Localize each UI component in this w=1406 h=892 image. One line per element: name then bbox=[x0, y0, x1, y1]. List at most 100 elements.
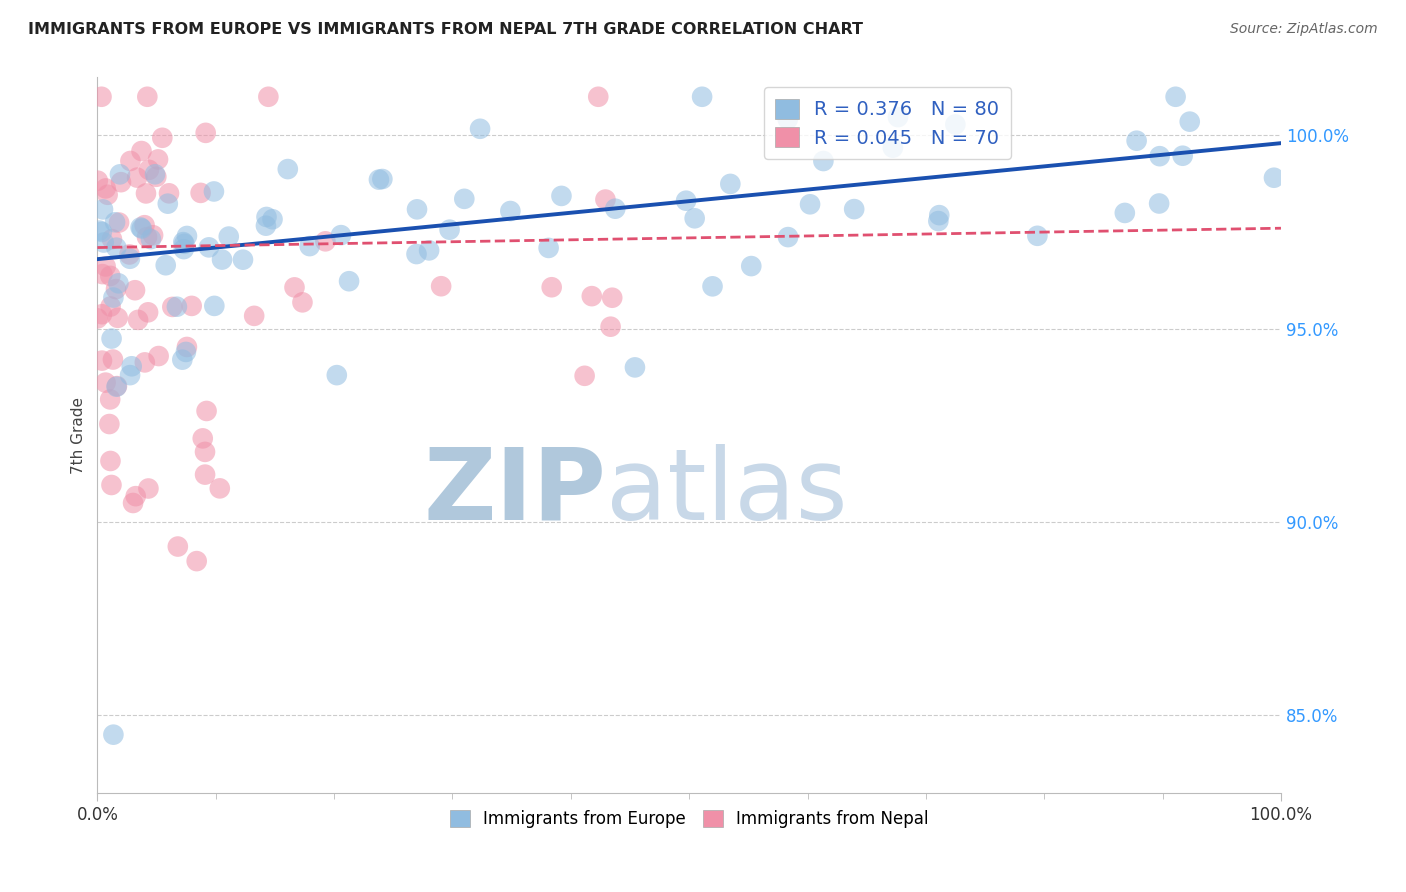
Point bbox=[326, 368, 349, 383]
Point bbox=[813, 154, 835, 169]
Point bbox=[118, 247, 141, 261]
Point bbox=[1149, 149, 1171, 163]
Point bbox=[581, 289, 603, 303]
Point bbox=[91, 353, 114, 368]
Point bbox=[91, 202, 114, 217]
Point bbox=[418, 244, 440, 258]
Point bbox=[439, 222, 461, 236]
Point bbox=[202, 299, 225, 313]
Point bbox=[337, 274, 360, 288]
Point bbox=[776, 112, 799, 127]
Point bbox=[194, 126, 217, 140]
Point bbox=[136, 89, 159, 103]
Point bbox=[243, 309, 266, 323]
Point bbox=[122, 496, 145, 510]
Point bbox=[129, 220, 152, 235]
Point bbox=[94, 260, 117, 274]
Point bbox=[90, 89, 112, 103]
Point bbox=[93, 235, 115, 250]
Point bbox=[105, 380, 128, 394]
Point bbox=[283, 280, 305, 294]
Point bbox=[138, 482, 160, 496]
Point bbox=[574, 368, 596, 383]
Point bbox=[702, 279, 724, 293]
Point bbox=[98, 268, 121, 283]
Point bbox=[108, 215, 131, 229]
Point bbox=[91, 307, 114, 321]
Point bbox=[148, 349, 170, 363]
Point bbox=[155, 258, 177, 272]
Point bbox=[157, 186, 180, 201]
Point bbox=[89, 224, 111, 238]
Point bbox=[131, 221, 153, 235]
Point bbox=[191, 431, 214, 445]
Point bbox=[131, 144, 153, 158]
Text: atlas: atlas bbox=[606, 443, 848, 541]
Point bbox=[107, 310, 129, 325]
Point bbox=[172, 352, 194, 367]
Point bbox=[927, 214, 949, 228]
Point bbox=[104, 282, 127, 296]
Point bbox=[453, 192, 475, 206]
Point bbox=[277, 162, 299, 177]
Point bbox=[368, 172, 391, 186]
Point bbox=[1178, 114, 1201, 128]
Point bbox=[136, 305, 159, 319]
Point bbox=[162, 300, 184, 314]
Point bbox=[97, 187, 120, 202]
Point bbox=[690, 89, 713, 103]
Point bbox=[776, 230, 799, 244]
Point bbox=[430, 279, 453, 293]
Point bbox=[98, 392, 121, 407]
Point bbox=[1164, 89, 1187, 103]
Point bbox=[166, 540, 188, 554]
Point bbox=[211, 252, 233, 267]
Point bbox=[166, 300, 188, 314]
Point bbox=[605, 202, 627, 216]
Point bbox=[98, 417, 121, 431]
Point bbox=[127, 313, 149, 327]
Point bbox=[256, 210, 278, 224]
Point bbox=[371, 172, 394, 186]
Point bbox=[120, 368, 142, 383]
Text: Source: ZipAtlas.com: Source: ZipAtlas.com bbox=[1230, 22, 1378, 37]
Point bbox=[1171, 149, 1194, 163]
Point bbox=[101, 352, 124, 367]
Point bbox=[314, 235, 336, 249]
Point bbox=[468, 121, 491, 136]
Point bbox=[146, 153, 169, 167]
Point bbox=[298, 239, 321, 253]
Point bbox=[90, 225, 112, 239]
Point bbox=[104, 215, 127, 229]
Point bbox=[1125, 134, 1147, 148]
Point bbox=[1263, 170, 1285, 185]
Point bbox=[257, 89, 280, 103]
Point bbox=[887, 110, 910, 124]
Point bbox=[139, 232, 162, 246]
Point bbox=[882, 141, 904, 155]
Point bbox=[135, 186, 157, 201]
Point bbox=[172, 235, 194, 249]
Point bbox=[136, 230, 159, 244]
Point bbox=[101, 232, 124, 246]
Legend: Immigrants from Europe, Immigrants from Nepal: Immigrants from Europe, Immigrants from … bbox=[443, 803, 935, 834]
Point bbox=[537, 241, 560, 255]
Point bbox=[105, 379, 128, 393]
Point bbox=[124, 283, 146, 297]
Point bbox=[103, 728, 125, 742]
Point bbox=[143, 167, 166, 181]
Point bbox=[588, 89, 610, 103]
Point bbox=[330, 228, 353, 243]
Point bbox=[740, 259, 762, 273]
Point bbox=[1114, 206, 1136, 220]
Point bbox=[125, 489, 148, 503]
Point bbox=[928, 208, 950, 222]
Point bbox=[405, 247, 427, 261]
Point bbox=[262, 212, 284, 227]
Point bbox=[145, 169, 167, 184]
Point bbox=[1026, 228, 1049, 243]
Point bbox=[91, 267, 114, 281]
Point bbox=[499, 204, 522, 219]
Point bbox=[127, 170, 149, 185]
Point bbox=[103, 291, 125, 305]
